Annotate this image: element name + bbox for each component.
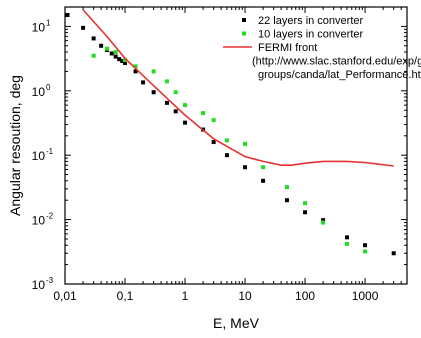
legend-note-line: groups/canda/lat_Performance.htm)	[258, 69, 421, 81]
data-point	[141, 80, 146, 85]
data-point	[173, 90, 178, 95]
data-point	[201, 111, 206, 116]
data-point	[81, 25, 86, 30]
data-point	[120, 59, 125, 64]
data-point	[183, 120, 188, 125]
data-point	[151, 90, 156, 95]
data-point	[243, 141, 248, 146]
x-axis-label: E, MeV	[213, 315, 260, 331]
legend-label: FERMI front	[258, 42, 317, 54]
legend-label: 22 layers in converter	[258, 15, 363, 27]
x-tick-label: 1000	[352, 289, 379, 303]
series-3	[82, 9, 394, 167]
data-point	[173, 109, 178, 114]
x-tick-label: 1	[182, 289, 189, 303]
data-point	[123, 61, 128, 66]
legend: 22 layers in converter 10 layers in conve…	[223, 15, 421, 81]
data-point	[321, 220, 326, 225]
data-point	[91, 36, 96, 41]
x-tick-label: 100	[295, 289, 315, 303]
legend-marker-swatch	[242, 31, 246, 36]
y-tick-exponent: 1	[46, 18, 51, 27]
data-point	[151, 69, 156, 74]
data-point	[363, 243, 368, 248]
legend-note-line: (http://www.slac.stanford.edu/exp/glast/	[252, 56, 421, 68]
data-point	[113, 54, 118, 59]
y-tick-label: 10	[32, 20, 46, 34]
series-2	[91, 46, 368, 254]
data-point	[211, 140, 216, 145]
data-point	[164, 79, 169, 84]
y-tick-label: 10	[32, 85, 46, 99]
data-point	[243, 165, 248, 170]
x-tick-label: 0,01	[53, 289, 77, 303]
data-point	[183, 103, 188, 108]
data-point	[164, 100, 169, 105]
legend-marker-swatch	[242, 18, 246, 22]
data-point	[99, 43, 104, 48]
data-point	[133, 64, 138, 69]
legend-label: 10 layers in converter	[258, 29, 363, 41]
data-point	[224, 153, 229, 158]
series-layer	[65, 9, 396, 256]
data-point	[321, 218, 326, 223]
data-point	[261, 178, 266, 183]
x-tick-label: 0,1	[117, 289, 134, 303]
y-axis-label: Angular resoution, deg	[7, 75, 23, 216]
data-point	[344, 235, 349, 240]
data-point	[391, 251, 396, 256]
data-point	[303, 210, 308, 215]
data-point	[91, 53, 96, 58]
x-axis-ticks: 0,01 0,1 1 10 100 1000	[53, 7, 408, 303]
data-point	[109, 51, 114, 56]
data-point	[303, 201, 308, 206]
y-tick-exponent: 0	[46, 83, 51, 92]
data-point	[363, 249, 368, 254]
data-point	[284, 185, 289, 190]
data-point	[224, 138, 229, 143]
y-tick-exponent: -2	[46, 212, 54, 221]
y-tick-exponent: -1	[46, 147, 54, 156]
data-point	[133, 69, 138, 74]
series-line	[82, 9, 394, 167]
data-point	[113, 50, 118, 55]
data-point	[261, 165, 266, 170]
data-point	[104, 46, 109, 51]
data-point	[284, 198, 289, 203]
y-tick-label: 10	[32, 149, 46, 163]
data-point	[65, 13, 70, 18]
y-tick-exponent: -3	[46, 276, 54, 285]
data-point	[211, 118, 216, 123]
data-point	[117, 57, 122, 62]
data-point	[344, 241, 349, 246]
y-tick-label: 10	[32, 214, 46, 228]
x-tick-label: 10	[238, 289, 252, 303]
series-1	[65, 13, 396, 256]
y-tick-label: 10	[32, 278, 46, 292]
data-point	[123, 58, 128, 63]
